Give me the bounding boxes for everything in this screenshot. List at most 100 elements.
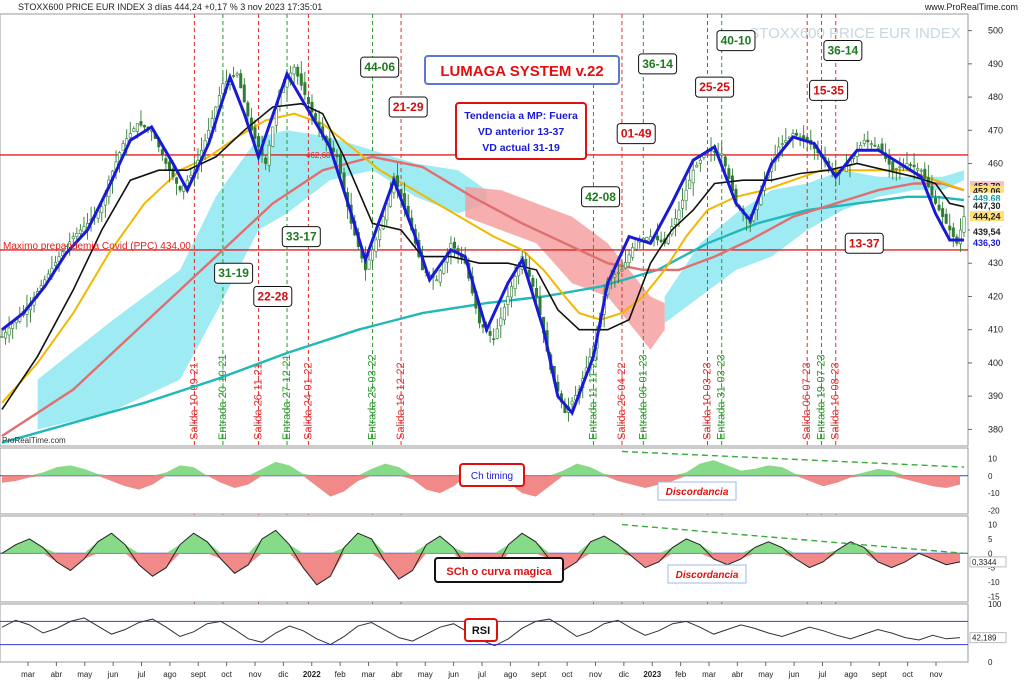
- yellow-ma-line: [1, 112, 965, 404]
- value-label: 444,24: [973, 212, 1001, 222]
- candle-body: [780, 143, 784, 145]
- value-label-bg: [970, 192, 1004, 203]
- time-tick-label: may: [758, 670, 773, 679]
- candle-body: [164, 158, 168, 164]
- sch-last-bg: [969, 556, 1007, 568]
- candle-body: [185, 179, 189, 186]
- candle-body: [616, 272, 620, 274]
- candle-body: [299, 73, 303, 86]
- candle-body: [135, 123, 139, 132]
- candle-body: [862, 139, 866, 144]
- rsi-last-bg: [969, 632, 1007, 644]
- time-tick-label: feb: [675, 670, 687, 679]
- time-tick-label: sept: [872, 670, 888, 679]
- candle-body: [167, 161, 171, 171]
- signal-label: Salida 26-11-21: [253, 363, 265, 440]
- annotation-label: 15-35: [813, 83, 844, 97]
- candle-body: [634, 239, 638, 250]
- candle-body: [171, 168, 175, 178]
- candle-body: [962, 216, 966, 233]
- candle-body: [221, 83, 225, 95]
- candle-body: [923, 168, 927, 179]
- candle-body: [869, 143, 873, 145]
- candle-body: [39, 285, 43, 289]
- time-tick-label: nov: [249, 670, 262, 679]
- cloud-cyan-2: [664, 170, 964, 323]
- candle-body: [210, 118, 214, 128]
- signal-label: Salida 16-12-22: [395, 362, 407, 440]
- candle-body: [510, 286, 514, 298]
- moving-averages: [1, 112, 965, 444]
- discordancia-label-2: Discordancia: [676, 570, 739, 581]
- candle-body: [492, 338, 496, 341]
- candle-body: [381, 216, 385, 230]
- candle-body: [802, 135, 806, 139]
- candle-body: [285, 78, 289, 88]
- chart-title: STOXX600 PRICE EUR INDEX 3 días 444,24 +…: [18, 2, 322, 12]
- candle-body: [178, 185, 182, 191]
- cloud-red: [465, 186, 665, 350]
- signal-label: Entrada 31-03-23: [716, 354, 728, 440]
- candle-body: [951, 227, 955, 237]
- annotation-label: 36-14: [828, 44, 859, 58]
- value-label: 439,54: [973, 227, 1001, 237]
- candle-body: [338, 154, 342, 174]
- header-bar: [0, 0, 1024, 12]
- trend-line-1: Tendencia a MP: Fuera: [464, 110, 578, 122]
- signal-lines: Salida 10-09-21 Entrada 20-10-21 Salida 26…: [188, 14, 842, 660]
- website-link[interactable]: www.ProRealTime.com: [924, 2, 1018, 12]
- candle-body: [310, 101, 314, 113]
- annotation-label: 31-19: [218, 266, 249, 280]
- candle-body: [253, 127, 257, 139]
- ch-timing-tick-label: 10: [988, 454, 997, 463]
- annotation-box: [695, 76, 735, 98]
- value-label-bg: [970, 237, 1004, 248]
- annotation-label: 33-17: [286, 230, 317, 244]
- candle-body: [367, 259, 371, 270]
- candle-body: [645, 237, 649, 241]
- candle-body: [438, 270, 442, 283]
- candle-body: [257, 136, 261, 148]
- annotation-box: [809, 79, 849, 101]
- price-tick-label: 460: [988, 159, 1003, 169]
- signal-label: Salida 10-09-21: [188, 362, 200, 440]
- annotation-box: [281, 226, 321, 248]
- rsi-tick-label: 100: [988, 600, 1002, 609]
- annotation-label: 44-06: [364, 60, 395, 74]
- system-title-box: [424, 55, 620, 85]
- salmon-ma-line: [1, 155, 965, 438]
- value-label-bg: [970, 185, 1004, 196]
- ch-timing-tick-label: -10: [988, 489, 1000, 498]
- sch-trendline: [621, 523, 965, 554]
- time-tick-label: oct: [902, 670, 913, 679]
- candle-body: [876, 146, 880, 149]
- max-covid-label: Maximo prepandemia Covid (PPC) 434,00: [3, 241, 191, 252]
- sch-label: SCh o curva magica: [446, 566, 552, 578]
- time-tick-label: jul: [136, 670, 145, 679]
- candle-body: [656, 235, 660, 241]
- candle-body: [698, 159, 702, 164]
- candle-body: [866, 139, 870, 143]
- annotation-box: [388, 96, 428, 118]
- price-tick-label: 500: [988, 26, 1003, 36]
- candle-body: [11, 323, 15, 329]
- candle-body: [912, 164, 916, 168]
- candle-body: [720, 153, 724, 156]
- annotation-box: [360, 56, 400, 78]
- candle-body: [335, 154, 339, 158]
- candle-body: [46, 273, 50, 279]
- annotation-box: [638, 53, 678, 75]
- sch-last-value: 0,3344: [972, 558, 997, 567]
- watermark-text: STOXX600 PRICE EUR INDEX: [749, 25, 960, 42]
- signal-label: Entrada 11-11-22: [587, 356, 599, 440]
- candle-body: [513, 276, 517, 289]
- signal-label: Salida 06-07-23: [801, 362, 813, 440]
- candle-body: [100, 206, 104, 214]
- candle-body: [631, 247, 635, 258]
- candle-body: [898, 166, 902, 169]
- value-label: 447,30: [973, 201, 1001, 211]
- time-tick-label: jun: [107, 670, 119, 679]
- candle-body: [919, 169, 923, 172]
- sch-tick-label: 10: [988, 521, 997, 530]
- sch-tick-label: -15: [988, 592, 1000, 601]
